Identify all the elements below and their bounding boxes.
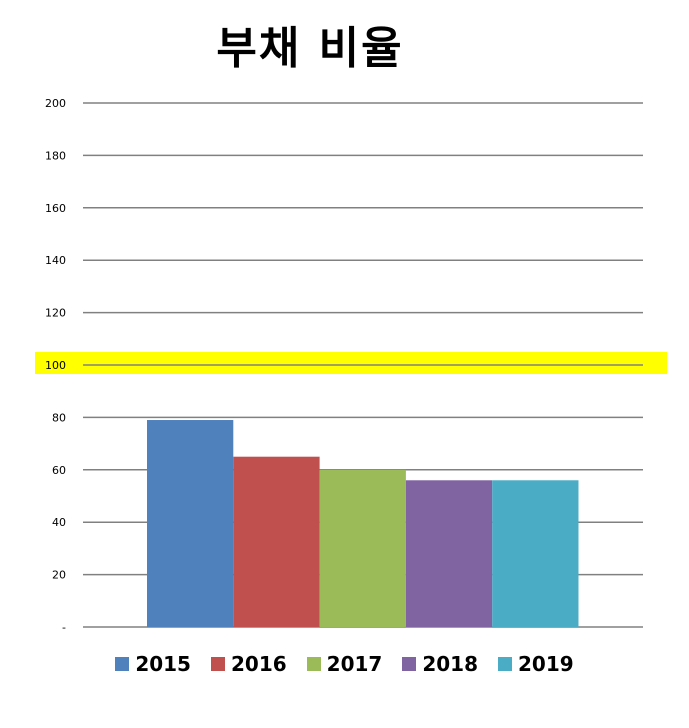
y-tick-label: 180 [45,149,66,162]
legend-label: 2017 [326,652,383,676]
bar-2015 [147,420,234,627]
y-tick-label: - [62,621,66,634]
y-tick-label: 160 [45,202,66,215]
legend-item-2017: 2017 [306,652,383,676]
chart-legend: 2015 2016 2017 2018 2019 [0,652,689,676]
y-tick-label: 80 [52,411,66,424]
y-tick-label: 120 [45,307,66,320]
legend-item-2015: 2015 [115,652,191,676]
y-tick-label: 40 [52,516,66,529]
legend-swatch [210,657,225,671]
highlight-band [35,352,667,374]
y-tick-label: 100 [45,359,66,372]
legend-label: 2015 [135,652,191,676]
legend-label: 2018 [422,652,478,676]
legend-swatch [402,657,417,671]
bar-2016 [233,456,320,627]
legend-item-2019: 2019 [498,652,574,676]
legend-label: 2019 [518,652,574,676]
bar-2019 [492,480,579,627]
legend-item-2018: 2018 [402,652,478,676]
y-tick-label: 200 [45,97,66,110]
bar-chart: - 20 40 60 80 100 120 140 160 180 200 [35,97,667,634]
legend-swatch [306,657,321,671]
y-tick-label: 20 [52,569,66,582]
y-tick-label: 60 [52,464,66,477]
legend-label: 2016 [230,652,287,676]
bar-2018 [405,480,493,627]
legend-swatch [115,657,130,671]
legend-swatch [498,657,512,671]
bar-2017 [319,469,406,627]
chart-title: 부채 비율 [216,23,404,74]
y-tick-label: 140 [45,254,66,267]
legend-item-2016: 2016 [210,652,287,676]
